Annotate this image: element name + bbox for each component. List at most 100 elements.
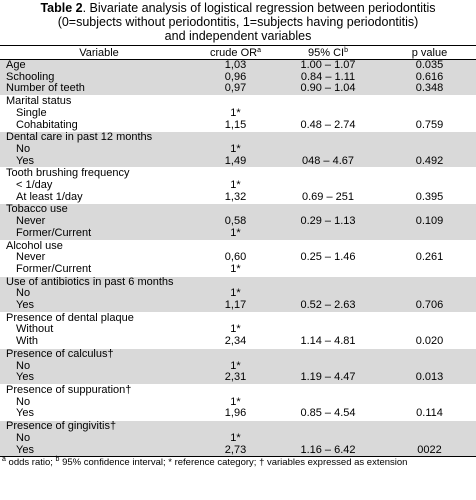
cell-crude-or: 2,31: [198, 371, 273, 385]
cell-crude-or: 1*: [230, 179, 241, 192]
cell-crude-or: 1*: [198, 288, 273, 301]
cell-p-value: [383, 143, 476, 156]
cell-crude-or: 0,97: [198, 82, 273, 96]
cell-variable: Presence of calculus†: [0, 347, 198, 361]
cell-crude-or: [198, 131, 273, 144]
cell-ci: 1.19 – 4.47: [273, 371, 383, 385]
cell-variable: At least 1/day: [16, 190, 83, 203]
cell-variable: Presence of dental plaque: [0, 311, 198, 325]
cell-crude-or: [198, 239, 273, 253]
cell-variable: No: [0, 360, 198, 373]
cell-ci: 1.16 – 6.42: [273, 444, 383, 457]
cell-ci: [273, 167, 383, 181]
cell-p-value: 0.035: [383, 59, 476, 72]
table-body: Age 1,03 1.00 – 1.07 0.035 Schooling 0,96 0.84…: [0, 59, 476, 457]
cell-variable: Yes: [16, 407, 34, 420]
cell-ci: 0.25 – 1.46: [300, 251, 356, 264]
cell-variable: Cohabitating: [16, 118, 78, 131]
cell-crude-or: 0,60: [224, 251, 247, 264]
cell-ci: [273, 227, 383, 241]
table-row: Presence of gingivitis†: [0, 420, 476, 433]
cell-p-value: [383, 420, 476, 433]
cell-variable: Dental care in past 12 months: [0, 131, 198, 144]
table-row: Tobacco use: [0, 203, 476, 217]
table-row: Yes 1,49 048 – 4.67 0.492: [0, 155, 476, 168]
cell-variable: No: [16, 395, 31, 408]
cell-variable: Marital status: [0, 95, 198, 108]
cell-crude-or: 1,03: [198, 59, 273, 72]
cell-crude-or: 1,96: [224, 407, 247, 420]
cell-ci: 1.00 – 1.07: [273, 59, 383, 72]
table-row: Dental care in past 12 months: [0, 131, 476, 144]
cell-ci: [273, 275, 383, 289]
cell-crude-or: 1*: [198, 360, 273, 373]
table-row: Never 0,58 0.29 – 1.13 0.109: [0, 215, 476, 228]
cell-variable: Tooth brushing frequency: [0, 167, 198, 181]
cell-ci: [273, 288, 383, 301]
cell-ci: [273, 347, 383, 361]
cell-crude-or: 1*: [230, 323, 241, 336]
table-row: Former/Current 1*: [0, 262, 476, 276]
cell-variable: Alcohol use: [0, 239, 198, 253]
cell-variable: Use of antibiotics in past 6 months: [0, 275, 198, 289]
cell-variable: Never: [0, 215, 198, 228]
cell-p-value: 0.114: [416, 407, 443, 420]
cell-p-value: [383, 311, 476, 325]
cell-variable: Yes: [0, 155, 198, 168]
cell-crude-or: 1*: [230, 262, 241, 275]
cell-ci: [273, 131, 383, 144]
cell-p-value: [383, 239, 476, 253]
table-row: Schooling 0,96 0.84 – 1.11 0.616: [0, 71, 476, 84]
table-row: Number of teeth 0,97 0.90 – 1.04 0.348: [0, 82, 476, 96]
cell-ci: [273, 420, 383, 433]
table-caption: Table 2. Bivariate analysis of logistica…: [0, 1, 476, 43]
cell-variable: Former/Current: [16, 262, 92, 275]
cell-crude-or: 1*: [198, 432, 273, 445]
cell-variable: Age: [0, 59, 198, 72]
table-row: Age 1,03 1.00 – 1.07 0.035: [0, 59, 476, 72]
header-crude-or: crude ORa: [198, 45, 273, 60]
cell-crude-or: 1*: [198, 143, 273, 156]
table-label: Table 2: [40, 1, 83, 15]
cell-variable: With: [16, 335, 38, 348]
cell-ci: [273, 360, 383, 373]
cell-variable: Yes: [0, 299, 198, 313]
cell-variable: Single: [16, 106, 47, 119]
cell-p-value: [383, 203, 476, 217]
table-footnote: a odds ratio; b 95% confidence interval;…: [0, 456, 476, 469]
header-variable: Variable: [0, 45, 198, 60]
cell-crude-or: 1,15: [224, 118, 247, 131]
cell-ci: [273, 180, 383, 192]
cell-crude-or: 2,34: [224, 335, 247, 348]
cell-crude-or: 1*: [198, 227, 273, 241]
cell-p-value: [383, 180, 476, 192]
cell-variable: No: [0, 288, 198, 301]
table-row: At least 1/day 1,32 0.69 – 251 0.395: [0, 190, 476, 204]
table-row: Yes 1,17 0.52 – 2.63 0.706: [0, 299, 476, 313]
cell-p-value: [383, 108, 476, 120]
table-row: Alcohol use: [0, 239, 476, 253]
cell-crude-or: 1*: [230, 106, 241, 119]
cell-variable: No: [0, 143, 198, 156]
cell-crude-or: 1,49: [198, 155, 273, 168]
cell-ci: 0.90 – 1.04: [273, 82, 383, 96]
cell-crude-or: [198, 311, 273, 325]
table-row: Former/Current 1*: [0, 227, 476, 241]
cell-crude-or: [198, 95, 273, 108]
cell-p-value: [383, 95, 476, 108]
cell-p-value: [383, 383, 476, 397]
table-row: No 1*: [0, 143, 476, 156]
cell-p-value: [383, 264, 476, 276]
cell-p-value: [383, 347, 476, 361]
cell-p-value: [383, 288, 476, 301]
cell-p-value: 0022: [383, 444, 476, 457]
cell-ci: [273, 143, 383, 156]
cell-p-value: 0.616: [383, 71, 476, 84]
table-row: Single 1*: [0, 106, 476, 120]
table-row: Yes 2,31 1.19 – 4.47 0.013: [0, 371, 476, 385]
cell-ci: [273, 108, 383, 120]
table-row: < 1/day 1*: [0, 179, 476, 192]
header-ci: 95% CIb: [273, 45, 383, 60]
cell-variable: Yes: [0, 444, 198, 457]
cell-p-value: 0.348: [383, 82, 476, 96]
